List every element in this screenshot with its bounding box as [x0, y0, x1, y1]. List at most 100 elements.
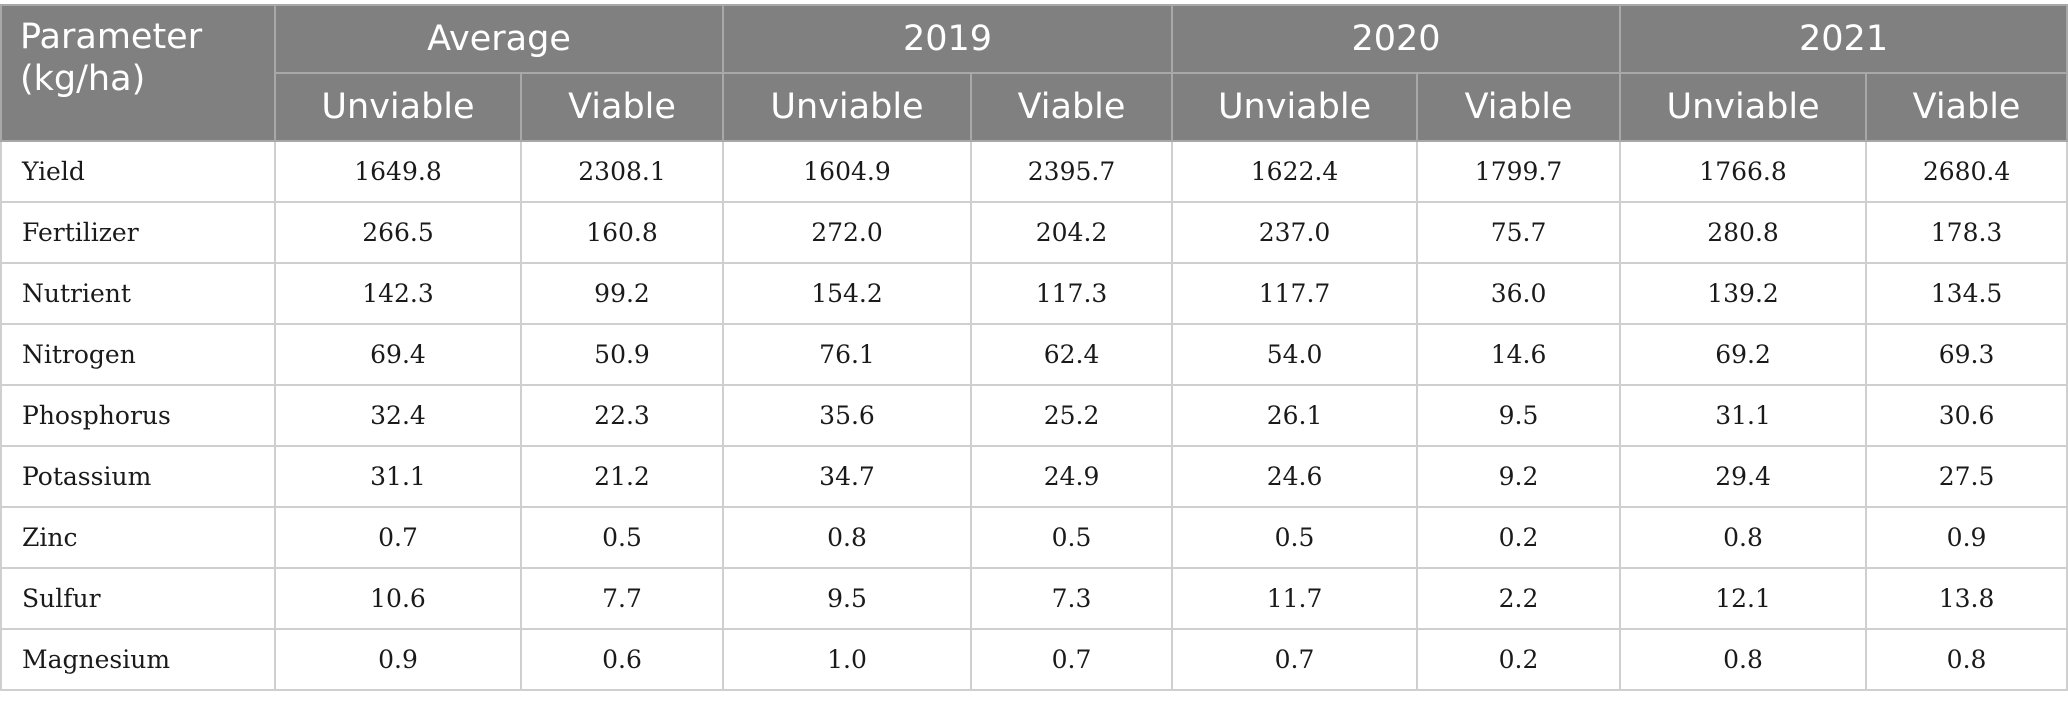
parameter-header: Parameter (kg/ha) — [0, 4, 276, 142]
table-cell: 0.7 — [970, 628, 1174, 691]
row-label: Nitrogen — [0, 323, 276, 386]
table-cell: 204.2 — [970, 201, 1174, 264]
table-cell: 36.0 — [1416, 262, 1622, 325]
table-cell: 9.2 — [1416, 445, 1622, 508]
table-cell: 69.2 — [1619, 323, 1868, 386]
header-row-subheaders: Unviable Viable Unviable Viable Unviable… — [1, 72, 2068, 142]
table-cell: 1622.4 — [1171, 140, 1419, 203]
table-cell: 7.7 — [519, 567, 725, 630]
parameter-header-line-2: (kg/ha) — [20, 59, 146, 99]
table-cell: 25.2 — [970, 384, 1174, 447]
table-cell: 117.3 — [970, 262, 1174, 325]
table-cell: 14.6 — [1416, 323, 1622, 386]
table-cell: 0.5 — [970, 506, 1174, 569]
table-cell: 2680.4 — [1865, 140, 2068, 203]
table-cell: 75.7 — [1416, 201, 1622, 264]
table-cell: 2395.7 — [970, 140, 1174, 203]
subheader-2019-viable: Viable — [970, 72, 1174, 142]
table-cell: 134.5 — [1865, 262, 2068, 325]
table-cell: 11.7 — [1171, 567, 1419, 630]
table-cell: 1799.7 — [1416, 140, 1622, 203]
table-cell: 27.5 — [1865, 445, 2068, 508]
header-row-groups: Parameter (kg/ha) Average 2019 2020 2021 — [0, 4, 2068, 142]
data-table: Parameter (kg/ha) Average 2019 2020 2021 … — [0, 4, 2068, 691]
table-cell: 0.9 — [274, 628, 522, 691]
table-cell: 7.3 — [970, 567, 1174, 630]
table-cell: 0.8 — [1865, 628, 2068, 691]
table-cell: 0.8 — [1619, 506, 1868, 569]
table-cell: 142.3 — [274, 262, 522, 325]
table-cell: 160.8 — [519, 201, 725, 264]
table-cell: 26.1 — [1171, 384, 1419, 447]
table-cell: 0.2 — [1416, 506, 1622, 569]
table-cell: 9.5 — [722, 567, 973, 630]
table-cell: 21.2 — [519, 445, 725, 508]
table-cell: 32.4 — [274, 384, 522, 447]
group-header-2019: 2019 — [722, 4, 1174, 74]
table-row: Potassium 31.1 21.2 34.7 24.9 24.6 9.2 2… — [0, 445, 2068, 508]
table-cell: 280.8 — [1619, 201, 1868, 264]
table-cell: 54.0 — [1171, 323, 1419, 386]
row-label: Nutrient — [0, 262, 276, 325]
table-cell: 178.3 — [1865, 201, 2068, 264]
row-label: Magnesium — [0, 628, 276, 691]
table-cell: 24.6 — [1171, 445, 1419, 508]
table-cell: 24.9 — [970, 445, 1174, 508]
table-row: Sulfur 10.6 7.7 9.5 7.3 11.7 2.2 12.1 13… — [0, 567, 2068, 630]
table-row: Yield 1649.8 2308.1 1604.9 2395.7 1622.4… — [0, 140, 2068, 203]
group-header-2020: 2020 — [1171, 4, 1622, 74]
table-row: Nitrogen 69.4 50.9 76.1 62.4 54.0 14.6 6… — [0, 323, 2068, 386]
table-cell: 50.9 — [519, 323, 725, 386]
table-cell: 272.0 — [722, 201, 973, 264]
table-cell: 35.6 — [722, 384, 973, 447]
table-cell: 30.6 — [1865, 384, 2068, 447]
table-cell: 1766.8 — [1619, 140, 1868, 203]
subheader-2020-unviable: Unviable — [1171, 72, 1419, 142]
table-header: Parameter (kg/ha) Average 2019 2020 2021 … — [0, 4, 2068, 142]
table-cell: 154.2 — [722, 262, 973, 325]
table-cell: 9.5 — [1416, 384, 1622, 447]
table-cell: 2.2 — [1416, 567, 1622, 630]
table-cell: 0.5 — [519, 506, 725, 569]
row-label: Potassium — [0, 445, 276, 508]
table-cell: 34.7 — [722, 445, 973, 508]
table-row: Zinc 0.7 0.5 0.8 0.5 0.5 0.2 0.8 0.9 — [0, 506, 2068, 569]
table-cell: 13.8 — [1865, 567, 2068, 630]
table-cell: 237.0 — [1171, 201, 1419, 264]
table-cell: 22.3 — [519, 384, 725, 447]
table-cell: 0.9 — [1865, 506, 2068, 569]
table-cell: 12.1 — [1619, 567, 1868, 630]
row-label: Yield — [0, 140, 276, 203]
group-header-average: Average — [273, 4, 725, 74]
table-cell: 0.8 — [1619, 628, 1868, 691]
table-cell: 2308.1 — [519, 140, 725, 203]
row-label: Zinc — [0, 506, 276, 569]
table-row: Fertilizer 266.5 160.8 272.0 204.2 237.0… — [0, 201, 2068, 264]
table-row: Phosphorus 32.4 22.3 35.6 25.2 26.1 9.5 … — [0, 384, 2068, 447]
group-header-2021: 2021 — [1619, 4, 2068, 74]
table-cell: 10.6 — [274, 567, 522, 630]
subheader-average-viable: Viable — [519, 72, 725, 142]
table-cell: 0.8 — [722, 506, 973, 569]
table-row: Magnesium 0.9 0.6 1.0 0.7 0.7 0.2 0.8 0.… — [0, 628, 2068, 691]
table-cell: 266.5 — [274, 201, 522, 264]
table-cell: 99.2 — [519, 262, 725, 325]
table-cell: 76.1 — [722, 323, 973, 386]
table-row: Nutrient 142.3 99.2 154.2 117.3 117.7 36… — [0, 262, 2068, 325]
table-cell: 62.4 — [970, 323, 1174, 386]
table-body: Yield 1649.8 2308.1 1604.9 2395.7 1622.4… — [0, 140, 2068, 691]
table-cell: 0.6 — [519, 628, 725, 691]
table-cell: 0.2 — [1416, 628, 1622, 691]
table-cell: 69.4 — [274, 323, 522, 386]
subheader-2019-unviable: Unviable — [722, 72, 973, 142]
table-cell: 0.7 — [1171, 628, 1419, 691]
table-cell: 1604.9 — [722, 140, 973, 203]
table-cell: 0.7 — [274, 506, 522, 569]
row-label: Fertilizer — [0, 201, 276, 264]
subheader-2020-viable: Viable — [1416, 72, 1622, 142]
table-cell: 139.2 — [1619, 262, 1868, 325]
row-label: Phosphorus — [0, 384, 276, 447]
subheader-2021-viable: Viable — [1865, 72, 2068, 142]
table-cell: 69.3 — [1865, 323, 2068, 386]
subheader-2021-unviable: Unviable — [1619, 72, 1868, 142]
